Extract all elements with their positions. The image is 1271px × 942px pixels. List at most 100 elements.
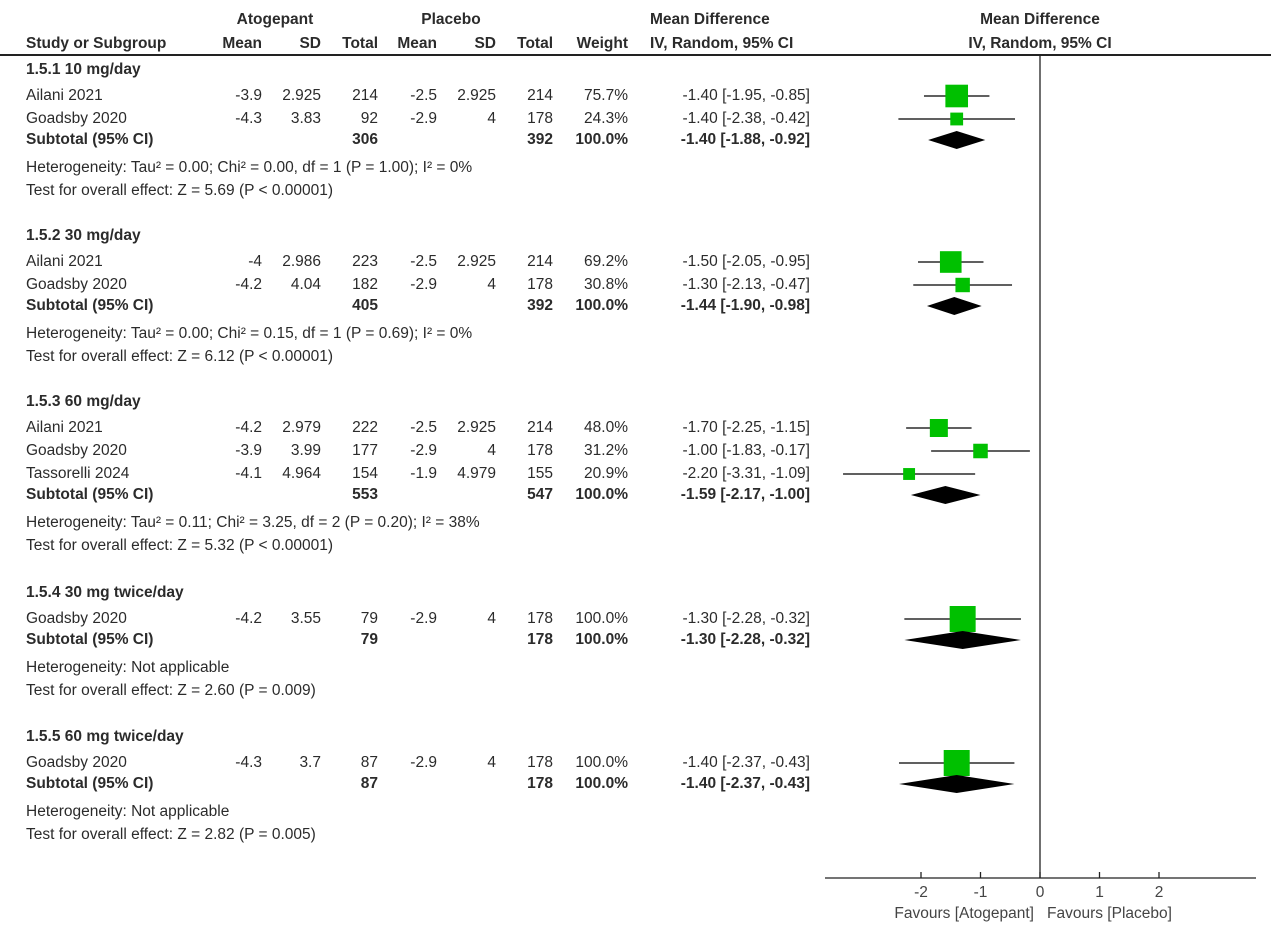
x-tick-label: 2: [1154, 884, 1164, 901]
overall-effect-text: Test for overall effect: Z = 5.32 (P < 0…: [26, 537, 334, 554]
study-mean2: -2.9: [410, 110, 437, 127]
study-n2: 178: [527, 110, 553, 127]
study-mean2: -2.9: [410, 754, 437, 771]
study-ci: -1.50 [-2.05, -0.95]: [682, 253, 810, 270]
study-ci: -1.40 [-1.95, -0.85]: [682, 87, 810, 104]
col-mean2: Mean: [397, 35, 437, 52]
study-ci: -1.70 [-2.25, -1.15]: [682, 419, 810, 436]
study-sd2: 4: [487, 754, 496, 771]
study-weight: 69.2%: [584, 253, 628, 270]
subtotal-label: Subtotal (95% CI): [26, 297, 154, 314]
subtotal-label: Subtotal (95% CI): [26, 631, 154, 648]
study-square: [939, 251, 962, 273]
subtotal-n2: 178: [527, 631, 553, 648]
study-sd1: 2.986: [282, 253, 321, 270]
study-mean1: -3.9: [235, 87, 262, 104]
study-mean1: -4: [248, 253, 262, 270]
col-sd2: SD: [474, 35, 496, 52]
study-name: Goadsby 2020: [26, 610, 127, 627]
subtotal-diamond: [898, 775, 1015, 793]
study-square: [943, 750, 970, 776]
study-n2: 214: [527, 87, 553, 104]
subtotal-label: Subtotal (95% CI): [26, 131, 154, 148]
study-n2: 178: [527, 610, 553, 627]
study-mean2: -2.5: [410, 87, 437, 104]
study-n1: 177: [352, 442, 378, 459]
overall-effect-text: Test for overall effect: Z = 6.12 (P < 0…: [26, 348, 334, 365]
subtotal-n1: 79: [360, 631, 378, 648]
overall-effect-text: Test for overall effect: Z = 2.82 (P = 0…: [26, 826, 316, 843]
study-sd1: 4.04: [290, 276, 321, 293]
study-square: [973, 443, 988, 459]
heterogeneity-text: Heterogeneity: Tau² = 0.00; Chi² = 0.15,…: [26, 325, 473, 342]
study-sd1: 3.83: [290, 110, 321, 127]
subtotal-ci: -1.30 [-2.28, -0.32]: [680, 631, 810, 648]
study-square: [945, 84, 969, 108]
study-n2: 155: [527, 465, 553, 482]
subgroup-title: 1.5.4 30 mg twice/day: [26, 584, 184, 601]
study-weight: 100.0%: [575, 610, 628, 627]
heterogeneity-text: Heterogeneity: Not applicable: [26, 659, 230, 676]
study-square: [955, 277, 970, 293]
subtotal-n1: 306: [352, 131, 378, 148]
col-mean1: Mean: [222, 35, 262, 52]
study-name: Goadsby 2020: [26, 110, 127, 127]
study-weight: 100.0%: [575, 754, 628, 771]
x-tick-label: 0: [1035, 884, 1045, 901]
subgroup-title: 1.5.2 30 mg/day: [26, 227, 141, 244]
study-mean1: -3.9: [235, 442, 262, 459]
subtotal-weight: 100.0%: [575, 631, 628, 648]
study-weight: 75.7%: [584, 87, 628, 104]
favours-left-label: Favours [Atogepant]: [894, 905, 1034, 922]
study-weight: 20.9%: [584, 465, 628, 482]
study-mean2: -2.9: [410, 610, 437, 627]
study-mean1: -4.2: [235, 276, 262, 293]
subtotal-diamond: [904, 631, 1021, 649]
study-weight: 30.8%: [584, 276, 628, 293]
col-total2: Total: [517, 35, 553, 52]
study-mean1: -4.2: [235, 610, 262, 627]
group1-header: Atogepant: [236, 11, 314, 28]
study-mean2: -2.5: [410, 253, 437, 270]
study-n1: 223: [352, 253, 378, 270]
x-tick-label: -2: [914, 884, 928, 901]
study-mean2: -2.5: [410, 419, 437, 436]
study-n2: 178: [527, 754, 553, 771]
study-n1: 92: [360, 110, 378, 127]
study-sd2: 4: [487, 610, 496, 627]
subtotal-diamond: [910, 486, 981, 504]
plot-subheader: IV, Random, 95% CI: [968, 35, 1112, 52]
study-name: Goadsby 2020: [26, 754, 127, 771]
subtotal-n2: 178: [527, 775, 553, 792]
study-square: [950, 112, 964, 126]
study-mean2: -2.9: [410, 276, 437, 293]
study-sd1: 3.7: [299, 754, 321, 771]
subtotal-weight: 100.0%: [575, 486, 628, 503]
subtotal-diamond: [926, 297, 982, 315]
study-ci: -1.30 [-2.28, -0.32]: [682, 610, 810, 627]
subgroup-title: 1.5.1 10 mg/day: [26, 61, 141, 78]
col-total1: Total: [342, 35, 378, 52]
study-n1: 182: [352, 276, 378, 293]
study-sd2: 4: [487, 110, 496, 127]
col-sd1: SD: [299, 35, 321, 52]
col-weight: Weight: [576, 35, 628, 52]
study-ci: -2.20 [-3.31, -1.09]: [682, 465, 810, 482]
study-weight: 48.0%: [584, 419, 628, 436]
study-square: [929, 418, 948, 438]
study-mean1: -4.1: [235, 465, 262, 482]
effect-header: Mean Difference: [650, 11, 770, 28]
subtotal-n2: 392: [527, 297, 553, 314]
x-tick-label: -1: [973, 884, 988, 901]
subtotal-n2: 547: [527, 486, 553, 503]
study-sd2: 4.979: [457, 465, 496, 482]
study-sd2: 2.925: [457, 253, 496, 270]
study-sd1: 4.964: [282, 465, 321, 482]
study-weight: 24.3%: [584, 110, 628, 127]
study-ci: -1.40 [-2.37, -0.43]: [682, 754, 810, 771]
study-mean1: -4.3: [235, 110, 262, 127]
heterogeneity-text: Heterogeneity: Tau² = 0.00; Chi² = 0.00,…: [26, 159, 473, 176]
study-mean2: -1.9: [410, 465, 437, 482]
subtotal-label: Subtotal (95% CI): [26, 775, 154, 792]
